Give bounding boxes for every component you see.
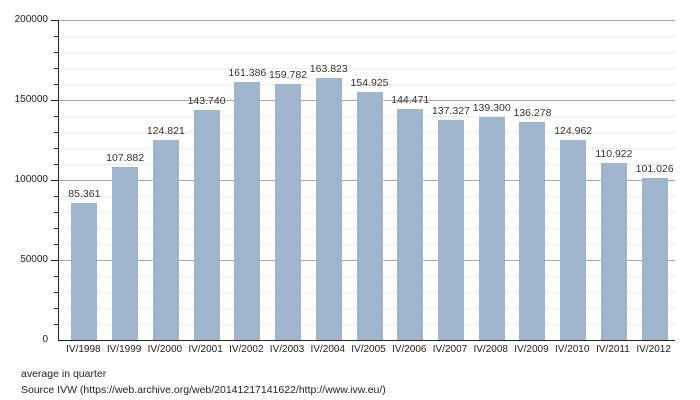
bar-slot: 85.361 — [64, 188, 105, 340]
bar-slot: 137.327 — [431, 105, 472, 340]
minor-gridline — [59, 35, 675, 37]
y-axis-tick — [54, 291, 59, 293]
y-tick-label: 0 — [42, 334, 48, 345]
y-tick-label: 200000 — [14, 14, 48, 25]
bar — [315, 77, 342, 340]
bar — [275, 84, 302, 340]
bar-value-label: 163.823 — [309, 62, 348, 75]
bar — [234, 81, 261, 340]
bar-slot: 101.026 — [634, 163, 675, 340]
x-tick-label: IV/2005 — [351, 344, 386, 355]
y-axis-tick — [54, 227, 59, 229]
bar — [519, 122, 546, 340]
major-gridline — [59, 19, 675, 21]
bar-slot: 143.740 — [186, 95, 227, 340]
bar-slot: 144.471 — [390, 94, 431, 340]
y-axis-tick — [51, 19, 59, 21]
y-axis-tick — [54, 163, 59, 165]
bar-value-label: 143.740 — [187, 95, 226, 107]
chart-note: average in quarter — [21, 368, 107, 380]
y-tick-label: 50000 — [20, 254, 48, 265]
y-axis-tick — [54, 211, 59, 213]
bar-value-label: 137.327 — [431, 105, 470, 118]
y-axis-tick — [54, 147, 59, 149]
x-tick-label: IV/2006 — [392, 344, 427, 355]
bar-value-label: 85.361 — [68, 188, 101, 201]
minor-gridline — [59, 67, 675, 69]
y-axis-tick — [54, 323, 59, 325]
bar-slot: 107.882 — [105, 152, 146, 340]
bar-value-label: 161.386 — [228, 66, 267, 79]
bar-slot: 163.823 — [308, 63, 349, 340]
x-tick-label: IV/2012 — [636, 344, 671, 355]
y-axis-tick — [54, 35, 59, 37]
bar — [560, 140, 587, 340]
x-tick-label: IV/2000 — [147, 344, 183, 355]
plot-area: 85.361 107.882 124.821 143.740 161.386 159.78… — [51, 19, 675, 341]
y-axis-tick — [51, 259, 59, 261]
bar-value-label: 139.300 — [472, 102, 511, 115]
bar-slot: 139.300 — [471, 102, 512, 340]
bars-row: 85.361 107.882 124.821 143.740 161.386 159.78… — [64, 20, 675, 340]
bar-value-label: 136.278 — [513, 107, 552, 119]
bar-slot: 161.386 — [227, 67, 268, 340]
bar — [641, 178, 668, 340]
x-tick-label: IV/2011 — [596, 344, 630, 355]
x-tick-label: IV/1999 — [106, 344, 142, 355]
bar-value-label: 159.782 — [269, 69, 308, 82]
y-axis-tick — [54, 307, 59, 309]
bar-value-label: 144.471 — [391, 93, 430, 106]
bar-slot: 159.782 — [268, 69, 309, 340]
bar-slot: 136.278 — [512, 107, 553, 340]
y-axis-tick — [54, 67, 59, 69]
y-tick-label: 100000 — [14, 174, 48, 185]
y-axis-tick — [54, 51, 59, 53]
y-axis-tick — [54, 243, 59, 245]
x-tick-label: IV/1998 — [66, 344, 101, 355]
x-tick-label: IV/2008 — [473, 344, 508, 355]
minor-gridline — [59, 51, 675, 53]
bar-slot: 154.925 — [349, 77, 390, 340]
bar — [600, 162, 627, 340]
bar — [112, 167, 139, 340]
bar-value-label: 124.962 — [554, 125, 593, 138]
y-axis-tick — [51, 99, 59, 101]
y-axis-tick — [54, 83, 59, 85]
x-tick-label: IV/2003 — [269, 344, 305, 355]
x-tick-label: IV/2009 — [514, 344, 549, 355]
bar — [437, 120, 464, 340]
bar-value-label: 101.026 — [635, 163, 674, 176]
x-axis-labels: IV/1998 IV/1999 IV/2000 IV/2001 IV/2002 IV/20… — [63, 344, 674, 355]
y-axis-tick — [54, 131, 59, 133]
minor-gridline — [59, 83, 675, 85]
x-tick-label: IV/2007 — [432, 344, 468, 355]
y-axis-tick — [54, 115, 59, 117]
bar — [356, 92, 383, 340]
bar-slot: 110.922 — [594, 147, 635, 340]
bar-value-label: 107.882 — [106, 152, 145, 165]
bar-value-label: 124.821 — [146, 125, 185, 138]
x-tick-label: IV/2002 — [229, 344, 264, 355]
chart-footer: average in quarter Source IVW (https://w… — [21, 366, 386, 398]
y-axis-tick — [54, 275, 59, 277]
bar-value-label: 154.925 — [350, 77, 389, 90]
chart-source: Source IVW (https://web.archive.org/web/… — [21, 384, 386, 396]
bar-value-label: 110.922 — [595, 147, 633, 160]
x-tick-label: IV/2010 — [554, 344, 590, 355]
bar-slot: 124.962 — [553, 125, 594, 340]
bar — [152, 140, 179, 340]
y-tick-label: 150000 — [14, 94, 48, 105]
x-tick-label: IV/2001 — [188, 344, 223, 355]
y-axis-tick — [51, 179, 59, 181]
bar — [193, 110, 220, 340]
bar — [478, 117, 505, 340]
y-axis-tick — [54, 195, 59, 197]
bar — [397, 108, 424, 340]
bar-slot: 124.821 — [145, 125, 186, 340]
bar — [71, 203, 98, 340]
x-tick-label: IV/2004 — [310, 344, 346, 355]
